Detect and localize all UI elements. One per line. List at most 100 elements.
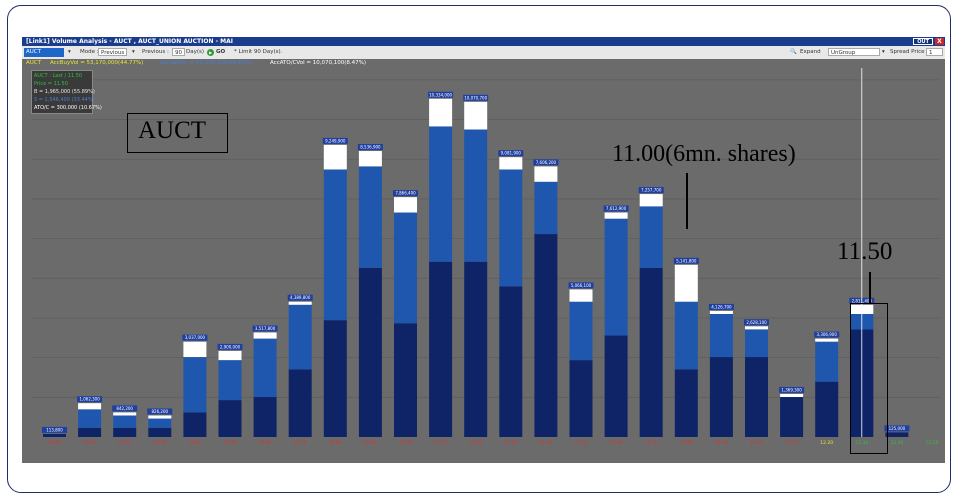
buy-bar-segment (534, 234, 558, 437)
volume-analysis-window: [Link1] Volume Analysis - AUCT , AUCT_UN… (22, 37, 945, 463)
total-label-bg (287, 294, 313, 301)
x-tick-label: 11.30 (504, 440, 517, 446)
symbol-dropdown-icon[interactable]: ▾ (68, 49, 71, 55)
volume-chart: 113,800 10.00 1,062,300 10.10 842,200 10.20 82… (32, 68, 940, 446)
total-label-bg (322, 137, 348, 144)
ato-bar-segment (604, 212, 628, 219)
x-tick-label: 10.70 (294, 440, 307, 446)
legend-price: Price = 11.50 (34, 81, 68, 87)
total-label-bg (744, 319, 769, 326)
x-tick-label: 11.10 (434, 440, 447, 446)
x-tick-label: 12.00 (750, 440, 763, 446)
x-tick-label: 10.50 (224, 440, 237, 446)
total-label: 5,141,800 (676, 258, 697, 263)
ato-bar-segment (709, 310, 733, 314)
sell-bar-segment (604, 218, 628, 336)
buy-bar-segment (885, 432, 909, 437)
x-tick-label: 10.40 (188, 440, 201, 446)
total-label-bg (112, 405, 138, 412)
go-button[interactable]: GO (216, 49, 226, 55)
total-label: 1,062,300 (79, 397, 100, 402)
acc-ato-vol: AccATO/CVol = 10,070,100(8.47%) (270, 60, 367, 66)
total-label: 2,628,100 (746, 320, 767, 325)
expand-button[interactable]: Expand (800, 49, 821, 55)
total-label-bg (673, 257, 699, 264)
ato-bar-segment (148, 415, 172, 419)
close-button[interactable]: X (935, 38, 944, 45)
total-label: 2,900,000 (220, 344, 241, 349)
x-tick-label: 12.50 (926, 440, 939, 446)
search-icon: 🔍 (790, 49, 797, 55)
ato-bar-segment (499, 157, 523, 170)
sell-bar-segment (745, 329, 768, 358)
buy-bar-segment (148, 427, 172, 437)
total-label-bg (357, 144, 383, 151)
buy-bar-segment (218, 400, 242, 437)
sell-bar-segment (183, 357, 207, 413)
x-tick-label: 10.80 (329, 440, 342, 446)
ato-bar-segment (253, 332, 277, 339)
summary-symbol: AUCT (26, 60, 41, 66)
x-tick-label: 10.60 (259, 440, 272, 446)
ato-bar-segment (183, 341, 207, 358)
mode-dropdown-icon[interactable]: ▾ (132, 49, 135, 55)
total-label-bg (884, 425, 910, 432)
previous-label: Previous : (142, 49, 169, 55)
total-label: 5,066,100 (571, 283, 592, 288)
symbol-input[interactable]: AUCT (24, 48, 64, 57)
buy-bar-segment (569, 360, 593, 437)
x-tick-label: 10.90 (364, 440, 377, 446)
days-label: Day(s) (186, 49, 205, 55)
ato-bar-segment (358, 151, 382, 167)
go-icon[interactable]: ▶ (207, 49, 214, 56)
ato-bar-segment (780, 393, 804, 398)
x-tick-label: 11.70 (645, 440, 658, 446)
sell-bar-segment (78, 409, 102, 428)
sell-bar-segment (113, 415, 137, 428)
sell-bar-segment (569, 301, 593, 361)
group-dropdown-icon[interactable]: ▾ (882, 49, 885, 55)
total-label: 4,389,800 (290, 295, 311, 300)
total-label-bg (428, 91, 454, 98)
total-label-bg (498, 150, 524, 157)
total-label-bg (814, 331, 840, 338)
total-label-bg (603, 205, 629, 212)
group-select[interactable]: UnGroup (828, 48, 880, 56)
buy-bar-segment (43, 433, 66, 437)
legend-last: AUCT : Last / 11.50 (34, 73, 83, 79)
total-label: 7,257,700 (641, 188, 662, 193)
previous-days-input[interactable]: 90 (172, 48, 185, 56)
sell-bar-segment (253, 338, 277, 398)
ato-bar-segment (113, 412, 137, 416)
ato-bar-segment (569, 289, 593, 302)
total-label-bg (42, 426, 67, 433)
sell-bar-segment (639, 206, 663, 268)
summary-bar: AUCT AccBuyVol = 53,170,000(44.77%) AccS… (22, 59, 945, 68)
ato-bar-segment (288, 301, 312, 305)
buy-bar-segment (429, 261, 453, 437)
sell-bar-segment (464, 129, 488, 262)
sell-bar-segment (288, 304, 312, 370)
x-tick-label: 12.40 (890, 440, 903, 446)
total-label-bg (217, 343, 243, 350)
total-label-bg (463, 94, 489, 101)
ato-bar-segment (534, 166, 558, 182)
mode-select[interactable]: Previous (98, 48, 128, 56)
buy-bar-segment (499, 286, 523, 437)
total-label: 1,369,300 (781, 387, 802, 392)
spread-price-input[interactable]: 1 (926, 48, 943, 56)
total-label: 826,200 (152, 409, 169, 414)
buy-bar-segment (253, 397, 277, 437)
x-tick-label: 12.30 (855, 440, 868, 446)
sell-bar-segment (815, 341, 839, 382)
out-button[interactable]: OUT (913, 38, 933, 45)
x-tick-label: 11.20 (469, 440, 482, 446)
total-label-bg (533, 159, 559, 166)
price-11-annotation: 11.00(6mn. shares) (612, 141, 796, 167)
total-label-bg (252, 325, 278, 332)
price-11-arrow (686, 173, 688, 229)
x-tick-label: 12.20 (820, 440, 833, 446)
buy-bar-segment (113, 427, 137, 437)
sell-bar-segment (674, 301, 698, 370)
x-tick-label: 11.40 (539, 440, 552, 446)
